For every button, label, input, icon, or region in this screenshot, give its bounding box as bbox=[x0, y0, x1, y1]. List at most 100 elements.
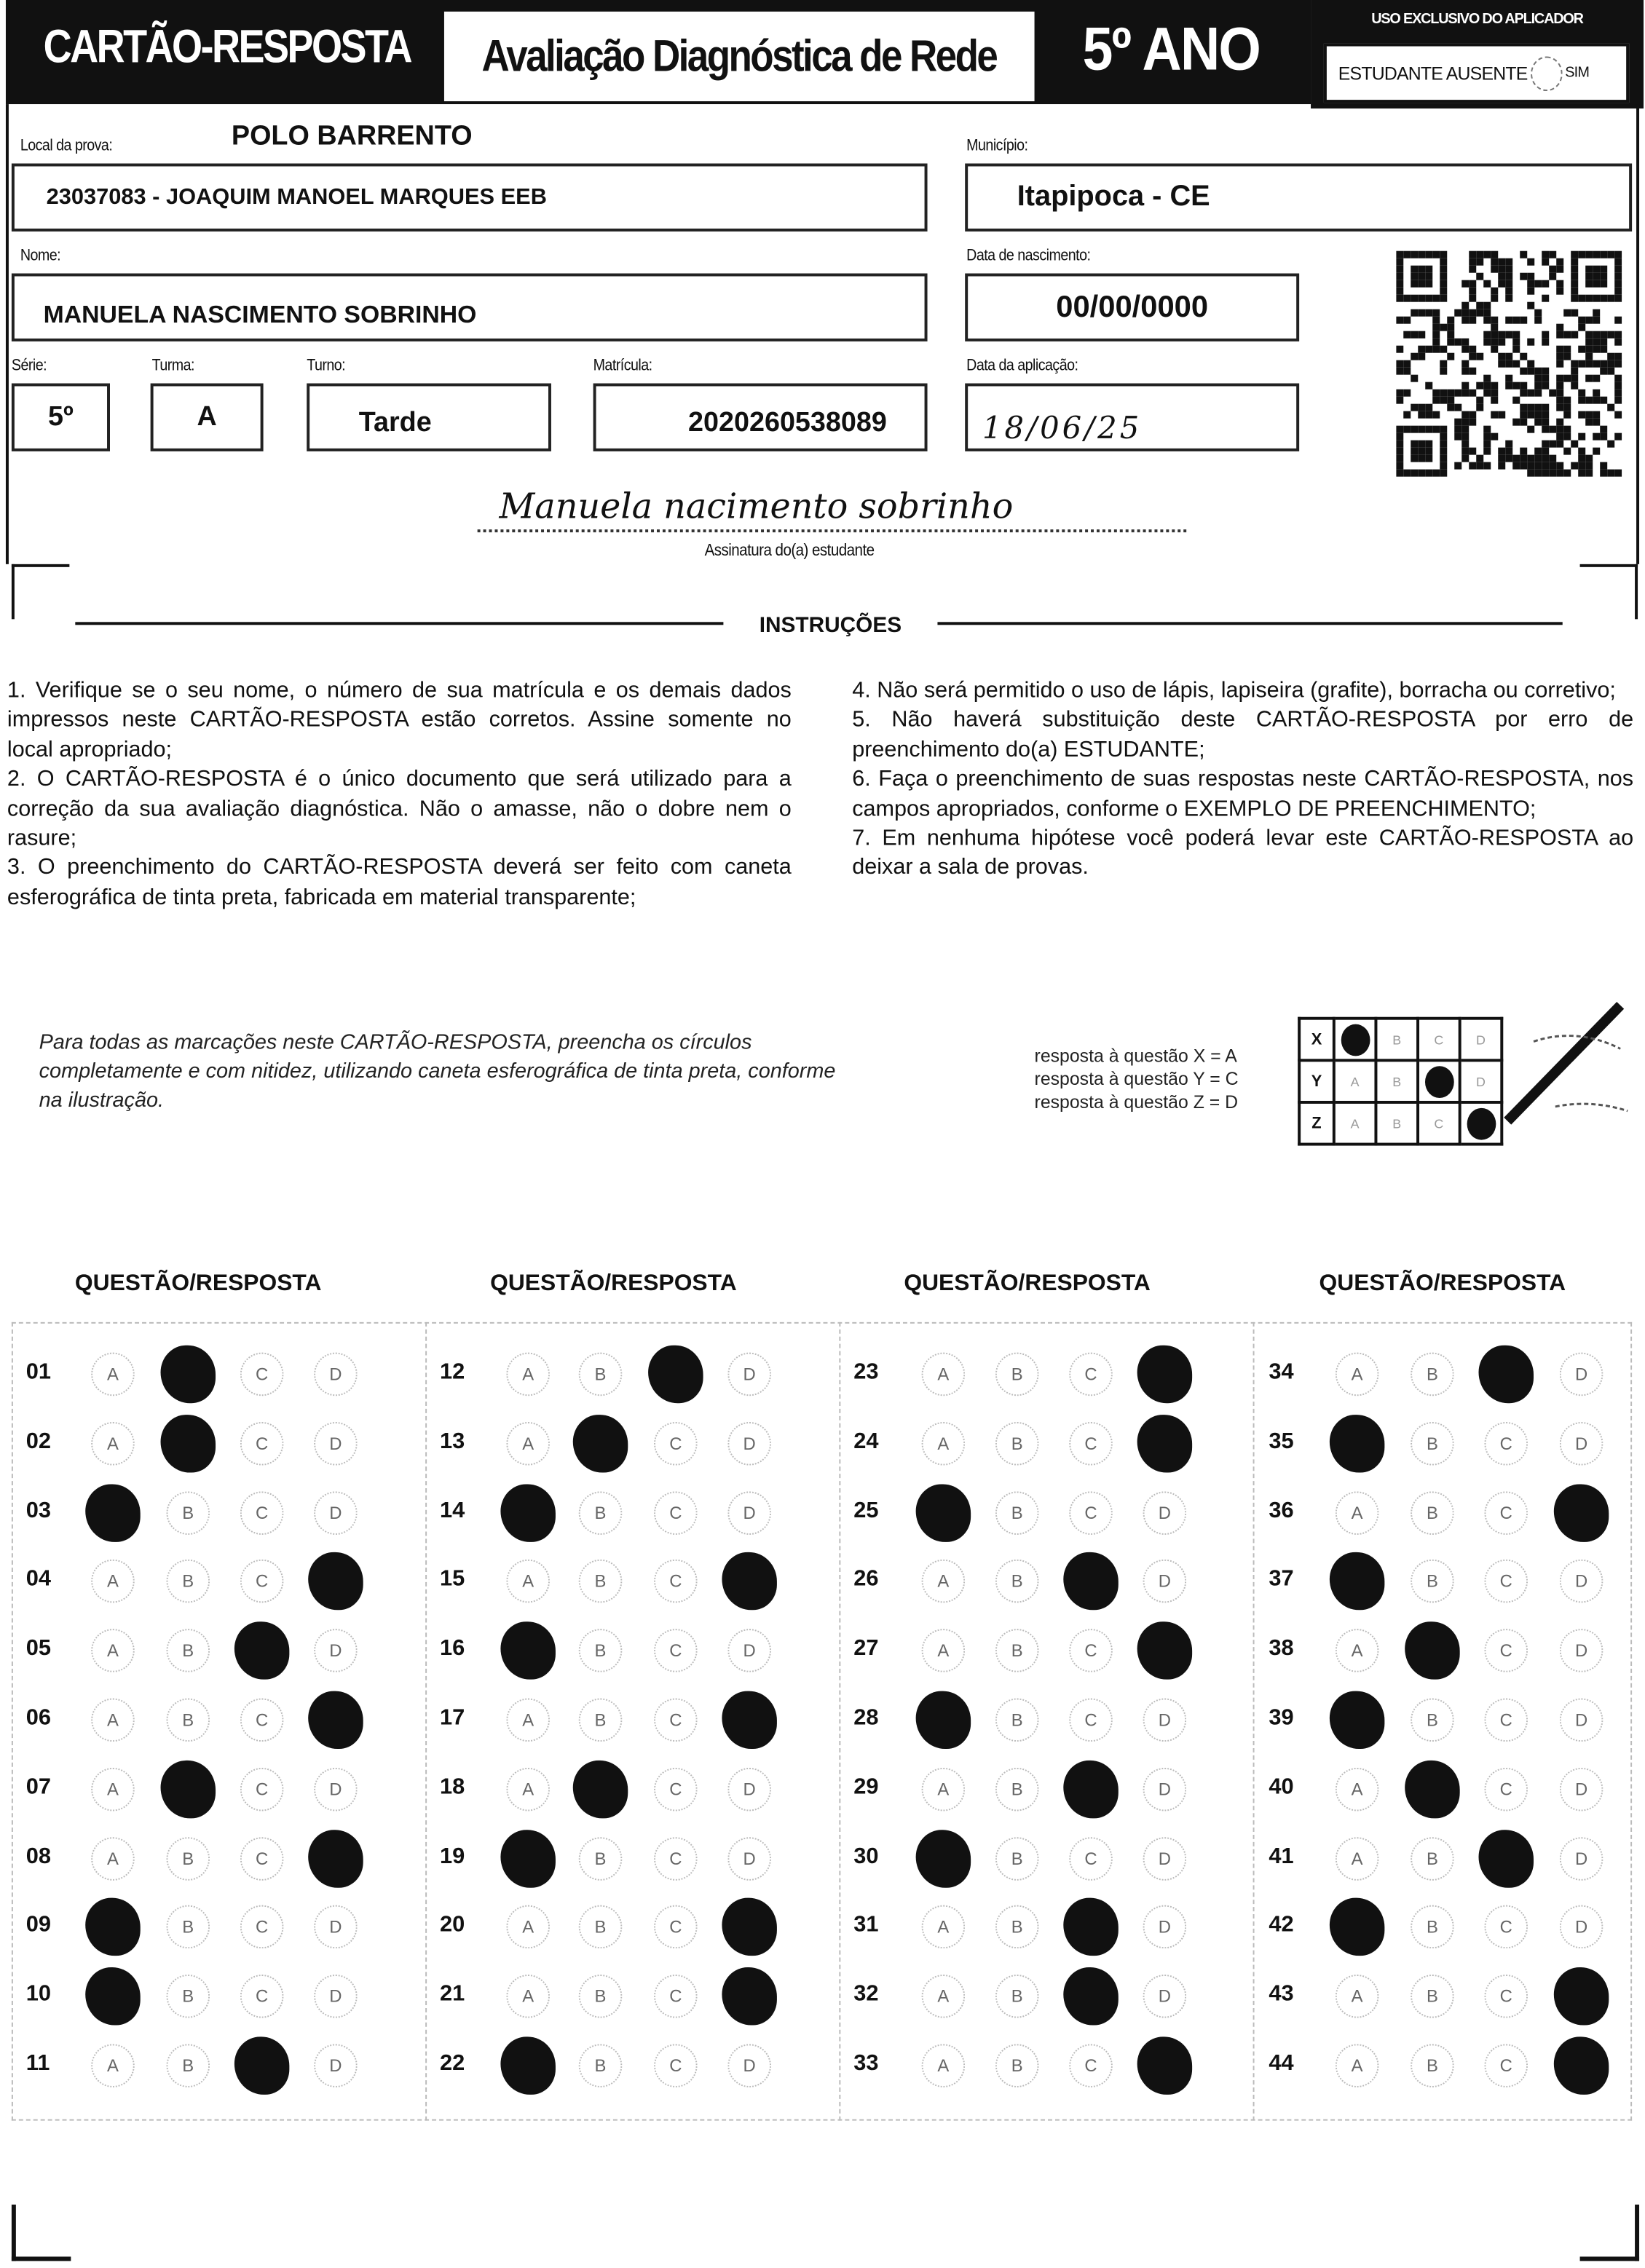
answer-bubble[interactable]: B bbox=[166, 1698, 210, 1742]
answer-bubble[interactable]: A bbox=[1335, 1629, 1379, 1673]
answer-bubble-filled[interactable]: C bbox=[234, 1621, 290, 1680]
answer-bubble[interactable]: B bbox=[1411, 1836, 1454, 1881]
answer-bubble-filled[interactable]: A bbox=[1329, 1552, 1385, 1611]
answer-bubble-filled[interactable]: A bbox=[915, 1483, 971, 1542]
answer-bubble[interactable]: D bbox=[1559, 1421, 1603, 1466]
answer-bubble-filled[interactable]: C bbox=[1063, 1760, 1119, 1819]
answer-bubble[interactable]: D bbox=[727, 1352, 771, 1396]
answer-bubble-filled[interactable]: D bbox=[308, 1552, 363, 1611]
answer-bubble-filled[interactable]: D bbox=[1137, 1345, 1193, 1404]
answer-bubble[interactable]: A bbox=[506, 1560, 550, 1604]
answer-bubble[interactable]: A bbox=[91, 1698, 135, 1742]
answer-bubble[interactable]: C bbox=[240, 1975, 284, 2018]
answer-bubble[interactable]: B bbox=[166, 1836, 210, 1881]
answer-bubble[interactable]: B bbox=[578, 1975, 623, 2018]
answer-bubble[interactable]: B bbox=[578, 2044, 623, 2087]
answer-bubble[interactable]: A bbox=[506, 1905, 550, 1949]
answer-bubble[interactable]: C bbox=[1484, 1975, 1528, 2018]
answer-bubble[interactable]: C bbox=[240, 1352, 284, 1396]
answer-bubble[interactable]: B bbox=[166, 1490, 210, 1535]
answer-bubble[interactable]: C bbox=[654, 1490, 698, 1535]
answer-bubble[interactable]: D bbox=[1143, 1836, 1187, 1881]
answer-bubble[interactable]: A bbox=[91, 1560, 135, 1604]
answer-bubble[interactable]: A bbox=[1335, 1490, 1379, 1535]
answer-bubble[interactable]: B bbox=[1411, 1975, 1454, 2018]
answer-bubble[interactable]: D bbox=[727, 1629, 771, 1673]
answer-bubble[interactable]: C bbox=[1069, 1421, 1113, 1466]
answer-bubble[interactable]: B bbox=[166, 1560, 210, 1604]
answer-bubble[interactable]: B bbox=[578, 1836, 623, 1881]
answer-bubble-filled[interactable]: A bbox=[915, 1691, 971, 1750]
answer-bubble[interactable]: A bbox=[1335, 1352, 1379, 1396]
answer-bubble[interactable]: B bbox=[166, 2044, 210, 2087]
answer-bubble[interactable]: B bbox=[578, 1560, 623, 1604]
answer-bubble[interactable]: D bbox=[1559, 1629, 1603, 1673]
answer-bubble[interactable]: D bbox=[314, 1975, 358, 2018]
answer-bubble[interactable]: C bbox=[1484, 1421, 1528, 1466]
answer-bubble[interactable]: A bbox=[506, 1698, 550, 1742]
answer-bubble-filled[interactable]: D bbox=[308, 1691, 363, 1750]
answer-bubble[interactable]: B bbox=[166, 1975, 210, 2018]
answer-bubble[interactable]: B bbox=[995, 1905, 1039, 1949]
answer-bubble-filled[interactable]: D bbox=[1553, 1967, 1609, 2026]
answer-bubble-filled[interactable]: A bbox=[915, 1829, 971, 1887]
answer-bubble[interactable]: D bbox=[1559, 1767, 1603, 1811]
answer-bubble[interactable]: B bbox=[1411, 2044, 1454, 2087]
answer-bubble[interactable]: B bbox=[578, 1490, 623, 1535]
answer-bubble[interactable]: B bbox=[995, 1560, 1039, 1604]
answer-bubble-filled[interactable]: D bbox=[722, 1967, 777, 2026]
answer-bubble[interactable]: A bbox=[91, 2044, 135, 2087]
answer-bubble-filled[interactable]: D bbox=[1137, 1621, 1193, 1680]
answer-bubble[interactable]: C bbox=[240, 1836, 284, 1881]
answer-bubble-filled[interactable]: B bbox=[160, 1345, 216, 1404]
answer-bubble[interactable]: C bbox=[654, 1421, 698, 1466]
answer-bubble[interactable]: B bbox=[995, 1975, 1039, 2018]
answer-bubble-filled[interactable]: A bbox=[1329, 1898, 1385, 1956]
answer-bubble-filled[interactable]: B bbox=[160, 1760, 216, 1819]
answer-bubble[interactable]: B bbox=[995, 1421, 1039, 1466]
answer-bubble[interactable]: D bbox=[1559, 1836, 1603, 1881]
answer-bubble[interactable]: C bbox=[654, 1698, 698, 1742]
answer-bubble[interactable]: C bbox=[654, 1975, 698, 2018]
answer-bubble-filled[interactable]: D bbox=[1137, 2036, 1193, 2095]
answer-bubble[interactable]: C bbox=[654, 1767, 698, 1811]
answer-bubble[interactable]: D bbox=[314, 1352, 358, 1396]
answer-bubble[interactable]: B bbox=[995, 1836, 1039, 1881]
answer-bubble[interactable]: C bbox=[1069, 1836, 1113, 1881]
answer-bubble-filled[interactable]: C bbox=[234, 2036, 290, 2095]
answer-bubble[interactable]: D bbox=[727, 1836, 771, 1881]
answer-bubble[interactable]: D bbox=[314, 1490, 358, 1535]
answer-bubble-filled[interactable]: B bbox=[1405, 1760, 1460, 1819]
answer-bubble[interactable]: A bbox=[91, 1836, 135, 1881]
answer-bubble[interactable]: C bbox=[240, 1698, 284, 1742]
answer-bubble[interactable]: A bbox=[506, 1975, 550, 2018]
answer-bubble[interactable]: B bbox=[578, 1905, 623, 1949]
answer-bubble[interactable]: B bbox=[1411, 1905, 1454, 1949]
answer-bubble[interactable]: B bbox=[1411, 1698, 1454, 1742]
answer-bubble[interactable]: D bbox=[727, 1490, 771, 1535]
answer-bubble[interactable]: C bbox=[1069, 1352, 1113, 1396]
answer-bubble[interactable]: D bbox=[1143, 1767, 1187, 1811]
answer-bubble[interactable]: A bbox=[921, 1767, 966, 1811]
answer-bubble[interactable]: C bbox=[1069, 1629, 1113, 1673]
answer-bubble[interactable]: D bbox=[314, 1905, 358, 1949]
answer-bubble[interactable]: D bbox=[1143, 1905, 1187, 1949]
answer-bubble[interactable]: B bbox=[1411, 1352, 1454, 1396]
answer-bubble[interactable]: B bbox=[578, 1698, 623, 1742]
answer-bubble[interactable]: B bbox=[1411, 1560, 1454, 1604]
answer-bubble[interactable]: B bbox=[578, 1352, 623, 1396]
answer-bubble-filled[interactable]: A bbox=[1329, 1414, 1385, 1473]
answer-bubble[interactable]: A bbox=[91, 1629, 135, 1673]
answer-bubble[interactable]: C bbox=[654, 1905, 698, 1949]
answer-bubble-filled[interactable]: A bbox=[500, 1621, 556, 1680]
answer-bubble[interactable]: C bbox=[240, 1767, 284, 1811]
answer-bubble[interactable]: A bbox=[1335, 2044, 1379, 2087]
answer-bubble[interactable]: D bbox=[1143, 1560, 1187, 1604]
answer-bubble-filled[interactable]: A bbox=[500, 2036, 556, 2095]
answer-bubble[interactable]: B bbox=[995, 2044, 1039, 2087]
answer-bubble-filled[interactable]: C bbox=[1478, 1829, 1534, 1887]
answer-bubble[interactable]: D bbox=[727, 1421, 771, 1466]
answer-bubble-filled[interactable]: B bbox=[160, 1414, 216, 1473]
answer-bubble-filled[interactable]: C bbox=[1478, 1345, 1534, 1404]
answer-bubble-filled[interactable]: A bbox=[85, 1898, 141, 1956]
